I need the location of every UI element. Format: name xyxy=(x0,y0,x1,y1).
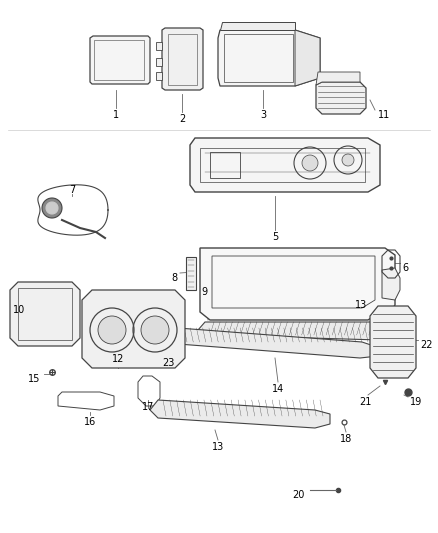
Text: 22: 22 xyxy=(420,340,432,350)
Text: 9: 9 xyxy=(202,287,208,297)
Polygon shape xyxy=(382,268,400,300)
Polygon shape xyxy=(156,58,162,66)
Circle shape xyxy=(42,198,62,218)
Polygon shape xyxy=(198,322,388,340)
Polygon shape xyxy=(186,257,196,290)
Polygon shape xyxy=(220,22,295,30)
Circle shape xyxy=(46,202,58,214)
Text: 16: 16 xyxy=(84,417,96,427)
Polygon shape xyxy=(316,82,366,114)
Text: 13: 13 xyxy=(355,300,367,310)
Text: 18: 18 xyxy=(340,434,352,444)
Text: 12: 12 xyxy=(112,354,124,364)
Text: 7: 7 xyxy=(69,185,75,195)
Polygon shape xyxy=(190,138,380,192)
Text: 10: 10 xyxy=(13,305,25,315)
Circle shape xyxy=(342,154,354,166)
Text: 13: 13 xyxy=(212,442,224,452)
Polygon shape xyxy=(200,248,395,320)
Polygon shape xyxy=(370,306,416,378)
Text: 23: 23 xyxy=(162,358,174,368)
Polygon shape xyxy=(82,290,185,368)
Circle shape xyxy=(302,155,318,171)
Circle shape xyxy=(141,316,169,344)
Text: 17: 17 xyxy=(142,402,154,412)
Circle shape xyxy=(98,316,126,344)
Polygon shape xyxy=(90,36,150,84)
Text: 3: 3 xyxy=(260,110,266,120)
Text: 15: 15 xyxy=(28,374,40,384)
Text: 21: 21 xyxy=(359,397,371,407)
Polygon shape xyxy=(156,72,162,80)
Text: 14: 14 xyxy=(272,384,284,394)
Polygon shape xyxy=(162,28,203,90)
Text: 5: 5 xyxy=(272,232,278,242)
Text: 11: 11 xyxy=(378,110,390,120)
Polygon shape xyxy=(150,400,330,428)
Text: 6: 6 xyxy=(402,263,408,273)
Polygon shape xyxy=(10,282,80,346)
Polygon shape xyxy=(295,30,320,86)
Text: 2: 2 xyxy=(179,114,185,124)
Polygon shape xyxy=(172,328,380,358)
Polygon shape xyxy=(316,72,360,85)
Text: 1: 1 xyxy=(113,110,119,120)
Polygon shape xyxy=(156,42,162,50)
Polygon shape xyxy=(218,30,320,86)
Text: 8: 8 xyxy=(172,273,178,283)
Text: 20: 20 xyxy=(293,490,305,500)
Text: 19: 19 xyxy=(410,397,422,407)
